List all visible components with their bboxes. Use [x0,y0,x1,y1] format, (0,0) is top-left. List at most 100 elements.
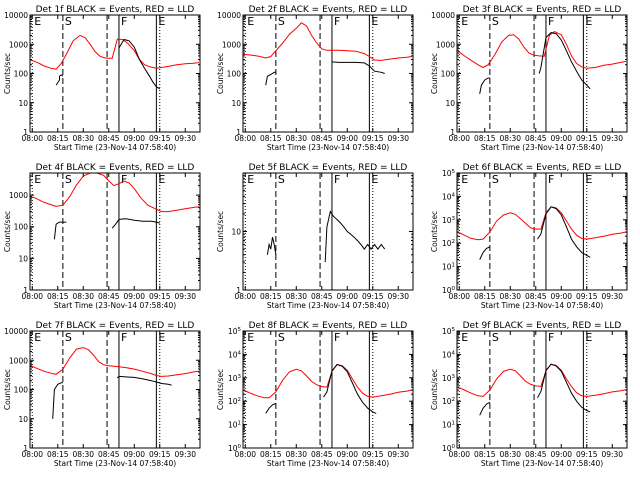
x-tick-label: 08:45 [311,292,333,301]
x-tick-label: 09:30 [174,292,196,301]
x-tick-label: 08:30 [499,450,521,459]
x-tick-label: 09:30 [601,292,623,301]
x-tick-label: 08:15 [260,292,282,301]
x-tick-label: 09:15 [149,450,171,459]
time-marker-label: E [158,15,165,28]
y-tick-label: 10000 [4,327,28,336]
y-axis-label: Counts/sec [216,369,225,410]
time-marker-label: S [65,15,72,28]
x-tick-label: 08:15 [47,134,69,143]
x-tick-label: 09:15 [576,134,598,143]
y-axis-label: Counts/sec [216,211,225,252]
time-marker-label: E [34,331,41,344]
y-tick-label: 101 [442,421,455,430]
y-tick-label: 1000 [9,40,28,49]
time-marker-label: E [247,173,254,186]
time-marker-label: F [548,173,554,186]
black-series-line [479,206,591,260]
x-tick-label: 08:00 [21,134,43,143]
x-tick-label: 09:30 [174,134,196,143]
time-marker-label: F [121,173,127,186]
time-marker-label: E [371,331,378,344]
time-marker-label: E [585,173,592,186]
x-tick-label: 08:00 [234,134,256,143]
x-axis-label: Start Time (23-Nov-14 07:58:40) [54,459,176,468]
x-tick-label: 08:30 [285,134,307,143]
time-marker-label: E [585,331,592,344]
x-tick-label: 08:30 [285,450,307,459]
x-tick-label: 08:45 [525,292,547,301]
x-tick-label: 08:45 [98,134,120,143]
red-series-line [243,22,412,61]
red-series-line [30,34,199,70]
x-tick-label: 09:00 [123,292,145,301]
y-tick-label: 105 [228,327,242,336]
x-tick-label: 09:00 [336,292,358,301]
y-tick-label: 10 [18,415,28,424]
x-tick-label: 09:15 [576,292,598,301]
red-series-line [457,363,626,397]
time-marker-label: F [334,15,340,28]
panel-title: Det 8f BLACK = Events, RED = LLD [249,321,408,331]
black-series-line [479,32,591,94]
x-tick-label: 09:30 [387,450,409,459]
y-tick-label: 1000 [9,191,28,200]
x-tick-label: 08:15 [260,450,282,459]
time-marker-label: E [585,15,592,28]
x-tick-label: 09:00 [550,134,572,143]
x-tick-label: 08:00 [234,292,256,301]
y-tick-label: 1 [236,286,241,295]
y-tick-label: 100 [442,444,456,453]
panel-title: Det 4f BLACK = Events, RED = LLD [36,163,195,173]
y-tick-label: 1000 [222,40,241,49]
x-tick-label: 08:15 [47,450,69,459]
x-tick-label: 09:15 [362,134,384,143]
y-axis-label: Counts/sec [3,369,12,410]
x-tick-label: 08:30 [72,134,94,143]
y-axis-label: Counts/sec [430,211,439,252]
x-tick-label: 08:00 [448,134,470,143]
time-marker-label: E [247,15,254,28]
time-marker-label: E [158,173,165,186]
y-tick-label: 10 [231,228,241,237]
time-marker-label: F [121,15,127,28]
y-tick-label: 101 [442,263,455,272]
time-marker-label: S [278,331,285,344]
black-series-line [479,363,591,416]
panel-title: Det 6f BLACK = Events, RED = LLD [463,163,622,173]
time-marker-label: F [334,331,340,344]
plot-frame [242,14,414,133]
time-marker-label: E [461,15,468,28]
x-axis-label: Start Time (23-Nov-14 07:58:40) [481,143,603,152]
time-marker-label: S [492,173,499,186]
x-tick-label: 08:30 [499,292,521,301]
x-tick-label: 08:45 [525,134,547,143]
x-tick-label: 09:00 [336,450,358,459]
time-marker-label: S [65,173,72,186]
x-tick-label: 09:30 [174,450,196,459]
y-axis-label: Counts/sec [216,53,225,94]
panel-title: Det 3f BLACK = Events, RED = LLD [463,5,622,15]
panel-title: Det 9f BLACK = Events, RED = LLD [463,321,622,331]
y-tick-label: 100 [442,286,456,295]
x-tick-label: 08:00 [448,292,470,301]
time-marker-label: E [371,173,378,186]
x-tick-label: 08:00 [448,450,470,459]
x-axis-label: Start Time (23-Nov-14 07:58:40) [267,301,389,310]
black-series-line [52,375,172,419]
y-tick-label: 10000 [431,11,455,20]
panel-title: Det 7f BLACK = Events, RED = LLD [36,321,195,331]
x-tick-label: 09:30 [601,134,623,143]
plot-frame [29,14,201,133]
y-tick-label: 104 [442,350,456,359]
x-tick-label: 08:30 [499,134,521,143]
x-tick-label: 08:45 [311,134,333,143]
plot-frame [242,172,414,291]
y-tick-label: 104 [442,192,456,201]
